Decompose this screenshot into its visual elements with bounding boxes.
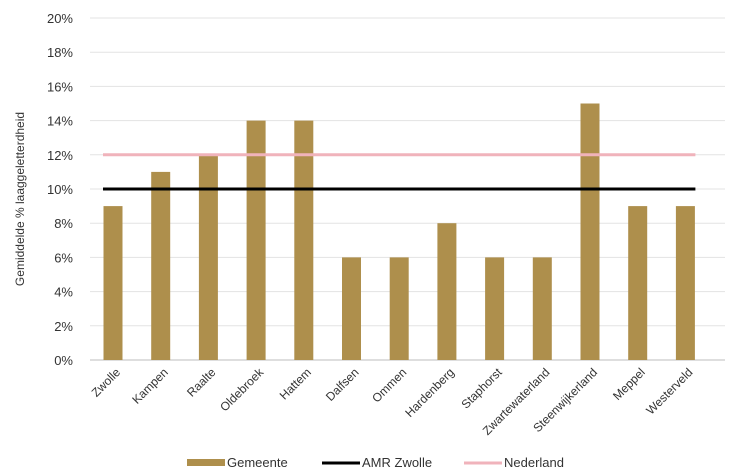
x-tick-label: Westerveld bbox=[643, 365, 695, 417]
y-tick-label: 0% bbox=[54, 353, 73, 368]
legend-label: Nederland bbox=[504, 455, 564, 470]
y-tick-label: 8% bbox=[54, 216, 73, 231]
bar bbox=[342, 257, 361, 360]
bar bbox=[485, 257, 505, 360]
y-tick-label: 16% bbox=[47, 79, 73, 94]
y-tick-label: 20% bbox=[47, 11, 73, 26]
x-tick-label: Meppel bbox=[610, 365, 648, 403]
x-tick-label: Dalfsen bbox=[323, 365, 362, 404]
bar bbox=[246, 120, 266, 360]
reference-lines bbox=[103, 153, 696, 191]
bar bbox=[389, 257, 409, 360]
bar bbox=[532, 257, 552, 360]
legend-label: AMR Zwolle bbox=[362, 455, 432, 470]
y-tick-label: 10% bbox=[47, 182, 73, 197]
y-tick-label: 14% bbox=[47, 114, 73, 129]
y-axis-label: Gemiddelde % laaggeletterdheid bbox=[13, 112, 27, 286]
x-tick-label: Ommen bbox=[369, 365, 409, 405]
y-tick-label: 12% bbox=[47, 148, 73, 163]
legend: Gemeente AMR Zwolle Nederland bbox=[187, 455, 564, 470]
x-tick-label: Hattem bbox=[277, 365, 314, 402]
legend-label: Gemeente bbox=[227, 455, 288, 470]
x-tick-label: Kampen bbox=[129, 365, 171, 407]
y-tick-label: 4% bbox=[54, 285, 73, 300]
x-tick-label: Hardenberg bbox=[402, 365, 457, 420]
bars bbox=[103, 103, 695, 360]
x-tick-label: Staphorst bbox=[458, 365, 505, 412]
bar bbox=[437, 223, 457, 360]
legend-swatch bbox=[187, 459, 225, 466]
x-tick-label: Zwolle bbox=[89, 365, 124, 400]
y-tick-label: 18% bbox=[47, 45, 73, 60]
bar bbox=[580, 103, 600, 360]
x-tick-label: Oldebroek bbox=[217, 365, 267, 415]
bar bbox=[675, 206, 695, 360]
y-tick-label: 2% bbox=[54, 319, 73, 334]
bar bbox=[103, 206, 123, 360]
bar bbox=[294, 120, 314, 360]
bar bbox=[198, 154, 218, 360]
bar bbox=[151, 171, 171, 360]
bar bbox=[628, 206, 648, 360]
y-axis-ticks: 0% 2% 4% 6% 8% 10% 12% 14% 16% 18% 20% bbox=[47, 11, 73, 368]
y-tick-label: 6% bbox=[54, 250, 73, 265]
x-tick-label: Raalte bbox=[184, 365, 219, 400]
